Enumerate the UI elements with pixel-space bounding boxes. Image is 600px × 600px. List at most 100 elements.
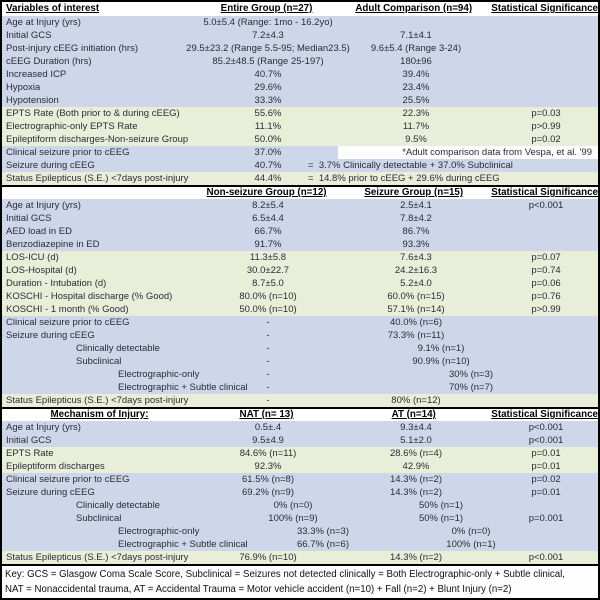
p-value	[494, 42, 598, 55]
group2-value-text: 60.0% (n=15)	[387, 291, 445, 302]
group1-value-text: 92.3%	[254, 461, 282, 472]
header-significance: Statistical Significance	[491, 409, 598, 421]
table-row: Hypotension 33.3% 25.5%	[2, 94, 598, 107]
table-row: Clinical seizure prior to cEEG 61.5% (n=8…	[2, 473, 598, 486]
header-significance: Statistical Significance	[491, 2, 598, 16]
variable-label-text: Benzodiazepine in ED	[6, 239, 100, 250]
header-group1: Non-seizure Group (n=12)	[197, 187, 336, 199]
table-row: Initial GCS 7.2±4.3 7.1±4.1	[2, 29, 598, 42]
group1-value: 50.0%	[198, 133, 338, 146]
variable-label-text: Electrographic + Subtle clinical	[118, 382, 248, 393]
p-value	[494, 29, 598, 42]
header-group1-text: Non-seizure Group (n=12)	[206, 187, 327, 198]
table-row: Seizure during cEEG - 73.3% (n=11)	[2, 329, 598, 342]
group2-value: 42.9%	[338, 460, 494, 473]
group2-value-text: 9.1% (n=1)	[417, 343, 465, 354]
table-row: Seizure during cEEG 69.2% (n=9) 14.3% (n=2…	[2, 486, 598, 499]
variable-label: Seizure during cEEG	[2, 486, 198, 499]
variable-label: Electrographic + Subtle clinical	[2, 538, 248, 551]
header-group1: NAT (n= 13)	[197, 409, 336, 421]
group1-value: -	[198, 368, 338, 381]
variable-label-text: Subclinical	[76, 513, 122, 524]
group2-value-text: 22.3%	[402, 108, 430, 119]
group1-value: 80.0% (n=10)	[198, 290, 338, 303]
group1-value: 11.3±5.8	[198, 251, 338, 264]
p-value	[494, 212, 598, 225]
group2-value-text: 30% (n=3)	[448, 369, 494, 380]
group2-value: 22.3%	[338, 107, 494, 120]
p-value: p<0.001	[494, 199, 598, 212]
p-value	[494, 499, 598, 512]
header-group1-text: Entire Group (n=27)	[220, 3, 313, 14]
header-group2-text: AT (n=14)	[391, 409, 436, 420]
table-row: Age at Injury (yrs) 8.2±5.4 2.5±4.1 p<0.001	[2, 199, 598, 212]
variable-label: Seizure during cEEG	[2, 159, 198, 172]
p-value: p=0.001	[494, 512, 598, 525]
p-value	[494, 355, 598, 368]
group1-value-text: 11.3±5.8	[249, 252, 287, 263]
group1-value: 37.0%	[198, 146, 338, 159]
header-group2: Seizure Group (n=15)	[336, 187, 491, 199]
table-row: Age at Injury (yrs) 5.0±5.4 (Range: 1mo -…	[2, 16, 598, 29]
group1-value: 9.5±4.9	[198, 434, 338, 447]
group1-value-text: -	[266, 369, 270, 380]
variable-label: Age at Injury (yrs)	[2, 199, 198, 212]
variable-label: KOSCHI - 1 month (% Good)	[2, 303, 198, 316]
group1-value-text: 44.4%	[254, 173, 282, 184]
header-group1-text: NAT (n= 13)	[239, 409, 294, 420]
variable-label-text: cEEG Duration (hrs)	[6, 56, 92, 67]
group2-value-text: 42.9%	[402, 461, 430, 472]
table-row: LOS-Hospital (d) 30.0±22.7 24.2±16.3 p=0.74	[2, 264, 598, 277]
table-row: EPTS Rate 84.6% (n=11) 28.6% (n=4) p=0.01	[2, 447, 598, 460]
variable-label-text: Clinical seizure prior to cEEG	[6, 147, 130, 158]
header-variables-text: Variables of interest	[6, 3, 100, 14]
group2-value: 25.5%	[338, 94, 494, 107]
group1-value: 11.1%	[198, 120, 338, 133]
group1-value-text: -	[266, 317, 270, 328]
table-row: Clinically detectable 0% (n=0) 50% (n=1)	[2, 499, 598, 512]
group2-value: 39.4%	[338, 68, 494, 81]
group1-value: -	[198, 381, 338, 394]
group1-value-text: -	[266, 382, 270, 393]
table-row: Electrographic-only 33.3% (n=3) 0% (n=0)	[2, 525, 598, 538]
table-row: KOSCHI - 1 month (% Good) 50.0% (n=10) 57.…	[2, 303, 598, 316]
group2-value-text: 9.3±4.4	[400, 422, 432, 433]
p-value-text: p>0.99	[531, 304, 561, 315]
variable-label-text: Age at Injury (yrs)	[6, 200, 81, 211]
key-line-2: NAT = Nonaccidental trauma, AT = Acciden…	[5, 584, 512, 595]
table-row: Clinical seizure prior to cEEG - 40.0% (n=…	[2, 316, 598, 329]
header-significance-text: Statistical Significance	[491, 3, 598, 14]
group2-value-text: 5.1±2.0	[400, 435, 432, 446]
p-value-text: p=0.001	[528, 513, 564, 524]
p-value: p=0.02	[494, 133, 598, 146]
group1-value-text: -	[266, 356, 270, 367]
table-row: Electrographic-only EPTS Rate 11.1% 11.7% p…	[2, 120, 598, 133]
p-value-text: p=0.01	[531, 448, 561, 459]
table-row: Initial GCS 6.5±4.4 7.8±4.2	[2, 212, 598, 225]
variable-label: Initial GCS	[2, 434, 198, 447]
table-row: Increased ICP 40.7% 39.4%	[2, 68, 598, 81]
variable-label-text: Status Epilepticus (S.E.) <7days post-in…	[6, 395, 189, 406]
group2-value: 11.7%	[338, 120, 494, 133]
variable-label-text: Electrographic-only EPTS Rate	[6, 121, 138, 132]
group2-value-text: 23.4%	[402, 82, 430, 93]
group2-value: 5.1±2.0	[338, 434, 494, 447]
p-value	[494, 94, 598, 107]
variable-label-text: Clinical seizure prior to cEEG	[6, 317, 130, 328]
group2-value: 180±96	[338, 55, 494, 68]
table-row: KOSCHI - Hospital discharge (% Good) 80.0…	[2, 290, 598, 303]
variable-label: Clinical seizure prior to cEEG	[2, 146, 198, 159]
variable-label-text: Status Epilepticus (S.E.) <7days post-in…	[6, 173, 189, 184]
table-row: Hypoxia 29.6% 23.4%	[2, 81, 598, 94]
p-value	[494, 329, 598, 342]
p-value	[494, 225, 598, 238]
group1-value: 91.7%	[198, 238, 338, 251]
variable-label-text: Epileptiform discharges	[6, 461, 105, 472]
table-row: Subclinical 100% (n=9) 50% (n=1) p=0.001	[2, 512, 598, 525]
group1-value: 33.3% (n=3)	[198, 525, 349, 538]
table-key: Key: GCS = Glasgow Coma Scale Score, Sub…	[2, 564, 598, 597]
header-variables-text: Mechanism of Injury:	[50, 409, 149, 420]
group1-value-text: 50.0%	[254, 134, 282, 145]
group2-value-text: 5.2±4.0	[400, 278, 432, 289]
group2-value-text: 100% (n=1)	[446, 539, 496, 550]
